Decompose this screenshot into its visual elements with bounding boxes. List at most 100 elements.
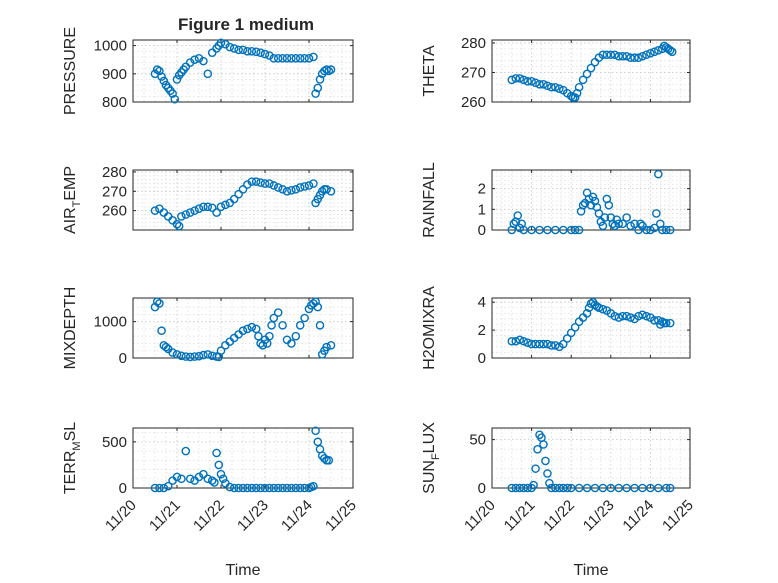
data-point [291,331,301,341]
data-point [300,54,309,63]
data-point [172,472,182,482]
data-point [174,221,184,231]
x-tick-label: 11/21 [146,497,184,535]
data-point [210,478,219,487]
data-point [300,182,309,191]
data-point [661,483,671,493]
data-point [326,186,336,196]
data-point [273,183,283,192]
subplot-2: 260 270 280 THETA [421,35,691,111]
data-point [295,320,305,330]
data-point [251,177,261,186]
data-point [295,183,305,192]
data-point [638,483,647,493]
grid [132,170,354,231]
data-point [234,189,243,199]
data-point [578,75,588,85]
data-point [642,225,651,235]
x-tick-label: 11/22 [540,497,578,535]
data-point [194,54,204,63]
data-point [234,483,243,493]
x-tick-label: 11/25 [322,497,360,535]
data-point [282,483,292,493]
y-axis-label: H2OMIXRA [421,286,438,370]
x-tick-label: 11/22 [190,497,228,535]
data-point [260,179,270,188]
data-point [507,336,517,346]
data-point [654,169,663,179]
data-point [185,58,195,67]
data-point [243,324,252,334]
x-tick-label: 11/24 [619,497,657,535]
data-point [606,50,616,60]
data-point [159,483,169,493]
data-point [247,46,257,56]
data-point [269,54,279,63]
y-tick-label: 280 [461,35,486,52]
data-point [199,469,208,479]
data-point [152,297,162,306]
data-point [243,483,252,493]
y-tick-label: 2 [478,181,486,198]
data-point [326,65,336,74]
data-point [539,339,548,349]
y-axis-label: TERRMSL [62,422,83,494]
data-point [630,53,639,63]
data-point [287,339,296,348]
data-point [225,482,235,492]
data-point [194,204,204,214]
grid [132,298,354,359]
data-point [194,472,204,482]
data-point [642,311,651,321]
data-point [519,336,528,346]
data-point [543,225,552,235]
data-point [291,54,301,63]
data-point [309,179,318,188]
data-point [265,331,274,341]
data-point [622,483,631,493]
data-point [535,79,544,89]
x-tick-label: 11/20 [102,497,140,535]
data-point [216,469,226,479]
data-point [602,50,612,60]
data-point [606,483,616,493]
data-point [574,82,584,92]
data-point [527,339,536,349]
data-point [304,181,314,190]
y-axis-label: MIXDEPTH [62,287,79,370]
data-point [161,342,171,352]
data-point [229,194,239,204]
data-point [324,456,334,465]
data-point [626,53,635,63]
data-point [594,209,604,218]
data-point [238,45,248,55]
data-point [317,186,327,196]
data-point [163,212,173,221]
data-point [531,339,540,349]
data-point [177,474,186,484]
data-point [269,483,279,493]
data-point [598,50,608,60]
data-point [614,219,624,229]
data-point [265,483,274,493]
data-point [260,483,270,493]
y-tick-label: 2 [478,322,486,339]
data-point [558,339,568,349]
data-point [190,352,199,361]
data-point [507,483,517,493]
data-point [642,50,651,60]
data-point [586,63,596,73]
y-axis-label: PRESSURE [62,27,79,115]
data-point [185,208,195,217]
data-point [282,54,292,63]
data-point [216,38,226,48]
data-series [150,177,336,231]
data-point [322,342,331,352]
data-point [551,82,560,92]
data-point [185,474,195,484]
data-point [630,483,639,493]
data-point [533,444,542,454]
data-point [278,483,287,493]
data-point [529,480,538,490]
data-point [562,334,572,343]
